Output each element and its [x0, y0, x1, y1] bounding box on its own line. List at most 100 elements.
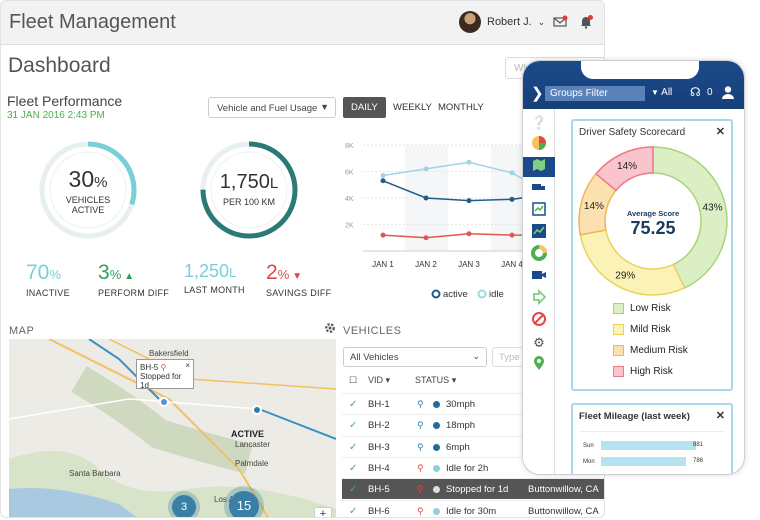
close-icon[interactable]: × [185, 361, 190, 370]
vehicle-status: Stopped for 1d [446, 484, 509, 496]
vehicle-marker[interactable] [159, 397, 169, 407]
wrench-icon[interactable]: ⚲ [417, 484, 424, 495]
location-pin-icon[interactable] [529, 355, 549, 375]
donut-slice[interactable] [594, 146, 654, 192]
checkmark-icon[interactable]: ✓ [349, 462, 358, 474]
no-entry-icon[interactable] [529, 311, 549, 331]
groups-filter-dropdown[interactable]: ▼ All [651, 87, 672, 98]
mobile-header: ❯ Groups Filter ▼ All ☊ 0 [523, 61, 744, 109]
legend-label: idle [489, 289, 504, 300]
zoom-in-button[interactable]: + [314, 507, 332, 517]
stat-value: 2 [266, 261, 278, 284]
help-icon[interactable]: ❔ [530, 115, 548, 130]
stat-value: 3 [98, 261, 110, 284]
truck-icon[interactable] [529, 179, 549, 199]
checkmark-icon[interactable]: ✓ [349, 505, 358, 517]
pie-chart-icon[interactable] [529, 135, 549, 155]
data-point[interactable] [466, 231, 472, 237]
performance-date: 31 JAN 2016 2:43 PM [7, 110, 105, 121]
wrench-icon[interactable]: ⚲ [417, 420, 424, 431]
all-label: All [661, 87, 673, 98]
fuel-ring-unit: L [269, 175, 279, 192]
map-icon[interactable] [523, 157, 555, 177]
gear-icon[interactable]: ⚙ [533, 335, 545, 350]
column-header-status[interactable]: STATUS ▾ [415, 375, 456, 386]
donut-slice[interactable] [652, 146, 728, 289]
column-header-vid[interactable]: VID ▾ [368, 375, 390, 386]
groups-filter-input[interactable]: Groups Filter [545, 86, 645, 101]
table-row[interactable]: ✓ BH-4 ⚲ Idle for 2h [342, 456, 604, 478]
column-label: STATUS [415, 375, 450, 385]
checkmark-icon[interactable]: ✓ [349, 484, 358, 496]
data-point[interactable] [380, 172, 386, 178]
vehicle-location: Buttonwillow, CA [528, 484, 599, 496]
slice-label: 29% [615, 270, 635, 281]
close-icon[interactable]: ✕ [715, 410, 725, 422]
chevron-down-icon[interactable]: ⌄ [537, 16, 546, 27]
table-row[interactable]: ✓ BH-3 ⚲ 6mph [342, 435, 604, 457]
data-point[interactable] [423, 166, 429, 172]
close-icon[interactable]: ✕ [715, 126, 725, 138]
data-point[interactable] [380, 178, 386, 184]
stat-value: 1,250 [184, 261, 230, 281]
avatar[interactable] [459, 11, 481, 33]
wrench-icon[interactable]: ⚲ [417, 462, 424, 473]
vehicle-marker[interactable] [252, 405, 262, 415]
headset-icon[interactable]: ☊ [690, 85, 701, 99]
stat-last-month: 1,250L LAST MONTH [184, 261, 245, 295]
wrench-icon[interactable]: ⚲ [417, 399, 424, 409]
video-icon[interactable] [529, 267, 549, 287]
table-row[interactable]: ✓ BH-1 ⚲ 30mph [342, 393, 604, 414]
gear-icon[interactable] [324, 322, 336, 334]
trend-chart-icon[interactable] [529, 223, 549, 243]
legend-swatch [613, 324, 624, 335]
data-point[interactable] [509, 170, 515, 176]
select-all-checkbox[interactable]: ☐ [349, 375, 358, 385]
checkmark-icon[interactable]: ✓ [349, 420, 358, 432]
tab-monthly[interactable]: MONTHLY [438, 102, 484, 113]
data-point[interactable] [423, 195, 429, 201]
checkmark-icon[interactable]: ✓ [349, 441, 358, 453]
data-point[interactable] [423, 235, 429, 241]
checkmark-icon[interactable]: ✓ [349, 399, 358, 410]
app-title: Fleet Management [9, 11, 176, 33]
table-row[interactable]: ✓ BH-5 ⚲ Stopped for 1d Buttonwillow, CA [342, 478, 604, 500]
metric-select[interactable]: Vehicle and Fuel Usage ▼ [208, 97, 336, 118]
mail-icon[interactable] [552, 14, 568, 30]
data-point[interactable] [509, 196, 515, 202]
place-label: Santa Barbara [69, 469, 121, 478]
map-cluster[interactable]: 3 [172, 495, 196, 517]
data-point[interactable] [380, 232, 386, 238]
vehicle-id: BH-1 [368, 399, 390, 410]
table-row[interactable]: ✓ BH-6 ⚲ Idle for 30m Buttonwillow, CA [342, 499, 604, 518]
data-point[interactable] [466, 198, 472, 204]
vehicle-popup[interactable]: BH-5 ⚲ Stopped for 1d × [136, 359, 194, 390]
mileage-value: 881 [693, 442, 704, 448]
route-arrow-icon[interactable] [529, 288, 549, 309]
user-icon[interactable] [721, 85, 735, 99]
wrench-icon[interactable]: ⚲ [417, 505, 424, 516]
user-name[interactable]: Robert J. [487, 16, 532, 28]
data-point[interactable] [509, 232, 515, 238]
top-bar: Fleet Management Robert J. ⌄ [1, 1, 604, 45]
fuel-ring-value: 1,750 [219, 171, 270, 193]
report-icon[interactable] [529, 201, 549, 221]
legend-label: Mild Risk [630, 324, 671, 335]
tab-weekly[interactable]: WEEKLY [393, 102, 432, 113]
tab-daily[interactable]: DAILY [343, 97, 386, 118]
donut-icon[interactable] [529, 245, 549, 265]
legend-marker [477, 289, 487, 299]
wrench-icon[interactable]: ⚲ [417, 441, 424, 452]
vehicle-filter-select[interactable]: All Vehicles ⌄ [343, 347, 487, 367]
user-menu[interactable]: Robert J. ⌄ [459, 11, 545, 33]
data-point[interactable] [466, 159, 472, 165]
performance-title: Fleet Performance [7, 93, 123, 109]
fuel-ring-label: PER 100 KM [222, 197, 276, 207]
vehicle-status: 18mph [446, 420, 476, 432]
map-view[interactable]: Bakersfield ACTIVE Lancaster Palmdale Sa… [9, 339, 336, 517]
stat-unit: L [229, 265, 237, 280]
map-cluster[interactable]: 15 [229, 491, 259, 517]
bell-icon[interactable] [578, 14, 594, 30]
table-row[interactable]: ✓ BH-2 ⚲ 18mph [342, 414, 604, 435]
chevron-right-icon[interactable]: ❯ [531, 85, 544, 102]
